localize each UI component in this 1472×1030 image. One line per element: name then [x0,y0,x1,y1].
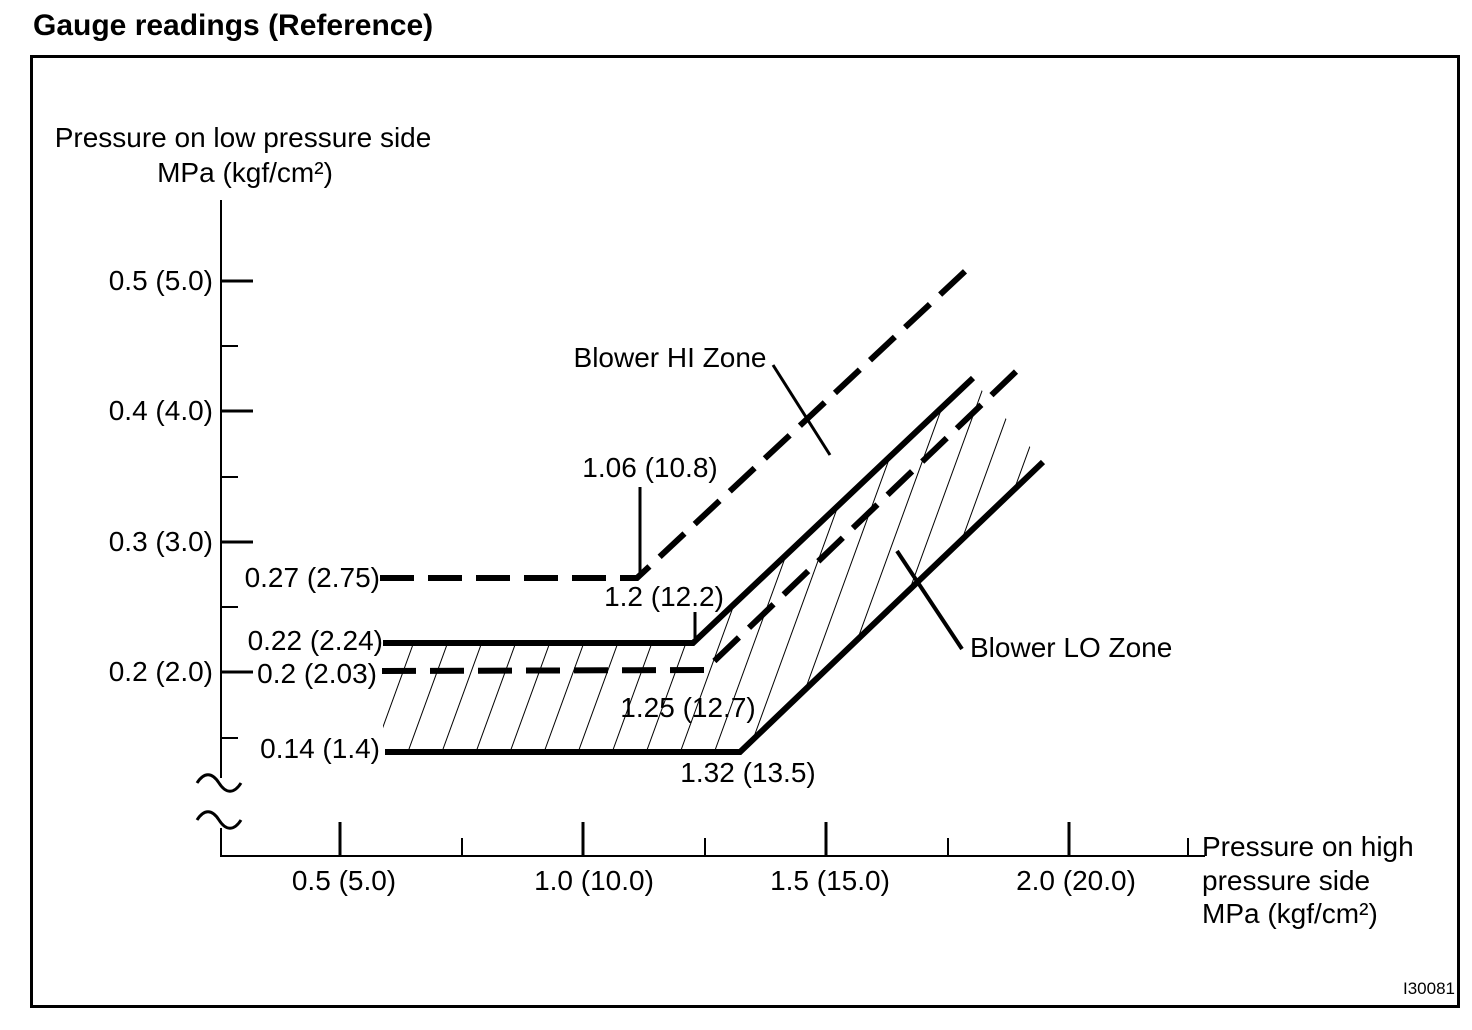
series-0-knee-label: 1.06 (10.8) [582,452,718,483]
x-major-ticks [338,822,1071,856]
y-tick-label-1: 0.4 (4.0) [108,395,213,426]
series-0-level-label: 0.27 (2.75) [244,562,380,593]
chart-frame [30,55,1460,1008]
series-1-level-label: 0.22 (2.24) [247,625,383,656]
x-minor-ticks [461,838,1189,856]
page-title: Gauge readings (Reference) [33,9,434,42]
blower-lo-zone-label: Blower LO Zone [970,632,1173,663]
lo-zone-pointer-line [895,549,964,651]
series-1-knee-label: 1.2 (12.2) [604,581,724,612]
series-3-knee-label: 1.32 (13.5) [680,757,816,788]
series-2-knee-label: 1.25 (12.7) [620,692,756,723]
hi-zone-pointer-line [771,364,832,456]
y-minor-ticks [221,345,238,739]
y-tick-label-0: 0.5 (5.0) [108,265,213,296]
x-axis-title-2: pressure side [1202,865,1371,896]
series-0-line [380,259,978,581]
series-2-level-label: 0.2 (2.03) [257,658,377,689]
series-2-line [381,359,1029,674]
x-tick-label-1: 1.0 (10.0) [534,865,654,896]
x-axis-title-3: MPa (kgf/cm²) [1202,898,1378,929]
hatch-region [383,380,1043,749]
y-axis-title-1: Pressure on low pressure side [54,122,432,153]
x-axis-title-1: Pressure on high [1202,831,1414,862]
y-tick-label-2: 0.3 (3.0) [108,526,213,557]
series-1-line [383,375,976,646]
figure-code: I30081 [1403,979,1455,998]
y-axis-break-marks [195,773,243,830]
y-major-ticks [221,279,253,674]
x-tick-label-2: 1.5 (15.0) [770,865,890,896]
series-3-line [385,459,1046,755]
x-tick-label-3: 2.0 (20.0) [1016,865,1136,896]
x-tick-label-0: 0.5 (5.0) [291,865,397,896]
y-axis-title-2: MPa (kgf/cm²) [157,157,333,188]
series-3-level-label: 0.14 (1.4) [260,733,380,764]
blower-hi-zone-label: Blower HI Zone [573,342,767,373]
y-tick-label-3: 0.2 (2.0) [108,656,213,687]
